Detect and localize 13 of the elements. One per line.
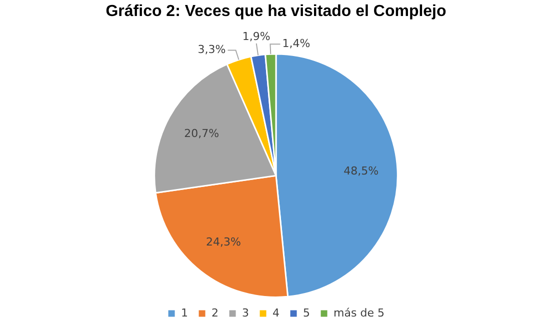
data-label: 3,3%: [198, 43, 226, 56]
data-label: 20,7%: [184, 127, 220, 140]
data-label: 48,5%: [344, 164, 379, 178]
legend-label: 5: [303, 306, 310, 320]
legend-label: 3: [242, 306, 250, 320]
legend-label: 4: [272, 306, 280, 320]
legend-label: más de 5: [334, 306, 384, 320]
data-label: 24,3%: [206, 235, 241, 248]
data-label: 1,9%: [242, 30, 270, 43]
legend-label: 2: [212, 306, 219, 320]
chart-title: Gráfico 2: Veces que ha visitado el Complejo: [106, 3, 446, 20]
legend-label: 1: [181, 306, 188, 320]
data-label: 1,4%: [282, 36, 310, 50]
